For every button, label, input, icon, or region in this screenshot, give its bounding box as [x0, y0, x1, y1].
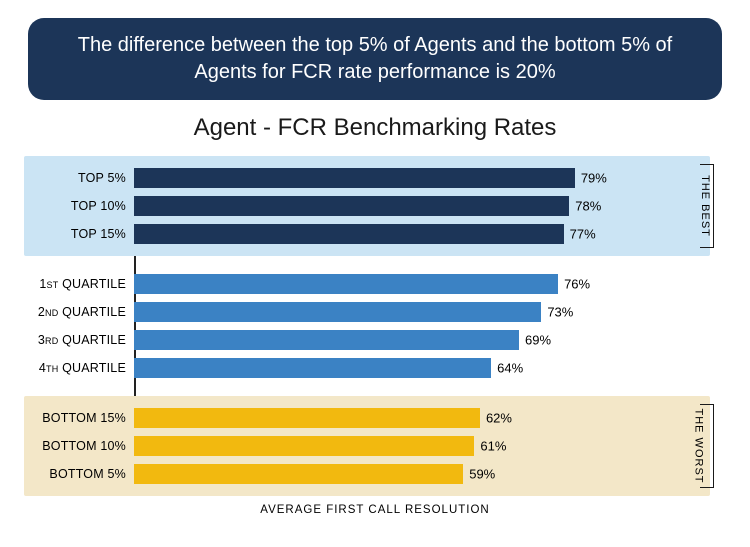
bar-track: 78%	[134, 194, 692, 218]
bar	[134, 302, 541, 322]
bar-track: 73%	[134, 300, 692, 324]
bar-chart: TOP 5% 79% TOP 10% 78% TOP 15% 77% THE BEST 1st…	[24, 156, 710, 496]
group-worst: BOTTOM 15% 62% BOTTOM 10% 61% BOTTOM 5% 59% TH…	[24, 396, 710, 496]
category-label: 2nd QUARTILE	[24, 305, 132, 319]
headline-banner: The difference between the top 5% of Age…	[28, 18, 722, 100]
bar-value: 62%	[486, 411, 512, 426]
bar-value: 69%	[525, 333, 551, 348]
bar-track: 59%	[134, 462, 692, 486]
category-label: TOP 5%	[24, 171, 132, 185]
category-label: 4th QUARTILE	[24, 361, 132, 375]
bar-row: BOTTOM 10% 61%	[24, 434, 692, 458]
bar-row: 4th QUARTILE 64%	[24, 356, 692, 380]
bar	[134, 196, 569, 216]
category-label: BOTTOM 10%	[24, 439, 132, 453]
bar-value: 73%	[547, 305, 573, 320]
bar-value: 76%	[564, 277, 590, 292]
bar-row: TOP 15% 77%	[24, 222, 692, 246]
bar-value: 79%	[581, 171, 607, 186]
bar-row: 3rd QUARTILE 69%	[24, 328, 692, 352]
bar-row: 1st QUARTILE 76%	[24, 272, 692, 296]
group-best: TOP 5% 79% TOP 10% 78% TOP 15% 77% THE BEST	[24, 156, 710, 256]
bar	[134, 408, 480, 428]
bar	[134, 358, 491, 378]
bar-row: BOTTOM 15% 62%	[24, 406, 692, 430]
bracket-label: THE WORST	[693, 409, 705, 484]
category-label: TOP 10%	[24, 199, 132, 213]
bar-value: 59%	[469, 467, 495, 482]
group-quartiles: 1st QUARTILE 76% 2nd QUARTILE 73% 3rd QUARTI…	[24, 262, 710, 390]
category-label: 1st QUARTILE	[24, 277, 132, 291]
x-axis-label: AVERAGE FIRST CALL RESOLUTION	[0, 504, 750, 516]
bar	[134, 464, 463, 484]
bar	[134, 436, 474, 456]
bar	[134, 224, 564, 244]
bar	[134, 330, 519, 350]
bar-track: 62%	[134, 406, 692, 430]
bar-value: 77%	[570, 227, 596, 242]
bar-track: 69%	[134, 328, 692, 352]
category-label: TOP 15%	[24, 227, 132, 241]
bar-row: 2nd QUARTILE 73%	[24, 300, 692, 324]
category-label: 3rd QUARTILE	[24, 333, 132, 347]
bar-track: 64%	[134, 356, 692, 380]
bar-value: 78%	[575, 199, 601, 214]
chart-title: Agent - FCR Benchmarking Rates	[0, 114, 750, 142]
bar-row: TOP 10% 78%	[24, 194, 692, 218]
bracket-label: THE BEST	[699, 175, 711, 237]
bar-row: BOTTOM 5% 59%	[24, 462, 692, 486]
bar-track: 79%	[134, 166, 692, 190]
category-label: BOTTOM 5%	[24, 467, 132, 481]
bar-track: 76%	[134, 272, 692, 296]
bar-value: 61%	[480, 439, 506, 454]
bar	[134, 274, 558, 294]
bar-track: 77%	[134, 222, 692, 246]
category-label: BOTTOM 15%	[24, 411, 132, 425]
bar-row: TOP 5% 79%	[24, 166, 692, 190]
bar	[134, 168, 575, 188]
bar-track: 61%	[134, 434, 692, 458]
bar-value: 64%	[497, 361, 523, 376]
